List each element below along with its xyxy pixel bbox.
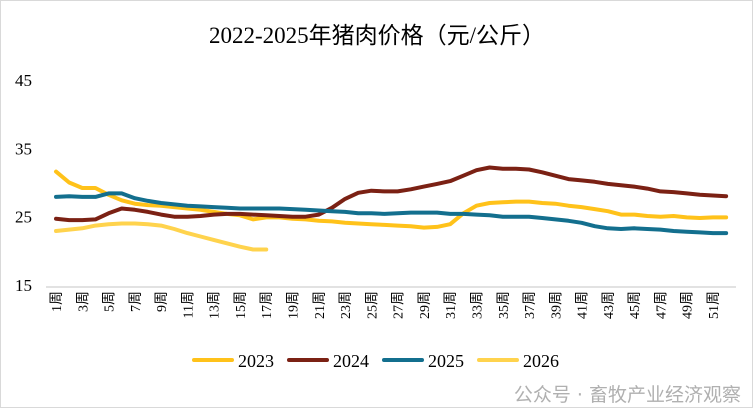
x-tick-label: 23周 xyxy=(339,291,354,319)
y-axis: 15 25 35 45 xyxy=(15,71,32,295)
x-tick-label: 13周 xyxy=(208,291,223,319)
x-tick-label: 9周 xyxy=(155,291,170,312)
series-line-2026 xyxy=(54,221,269,252)
x-axis: 1周 3周 5周 7周 9周 11周 13周 15周 17周 19周 21周 23周 25周 27周 29周… xyxy=(46,286,736,319)
series-line-2024 xyxy=(54,165,729,223)
x-tick-label: 5周 xyxy=(103,291,118,312)
x-tick-label: 19周 xyxy=(287,291,302,319)
x-tick-label: 31周 xyxy=(444,291,459,319)
x-tick-label: 37周 xyxy=(523,291,538,319)
x-tick-label: 21周 xyxy=(313,291,328,319)
series-line-2023 xyxy=(54,169,729,230)
x-tick-label: 7周 xyxy=(129,291,144,312)
y-tick-label: 25 xyxy=(15,208,32,227)
y-tick-label: 35 xyxy=(15,139,32,158)
x-tick-label: 41周 xyxy=(576,291,591,319)
x-tick-label: 17周 xyxy=(260,291,275,319)
x-tick-label: 29周 xyxy=(418,291,433,319)
chart-title: 2022-2025年猪肉价格（元/公斤） xyxy=(209,23,545,48)
legend-label-2024: 2024 xyxy=(333,351,369,371)
series-line-2025 xyxy=(54,191,729,236)
x-tick-label: 49周 xyxy=(681,291,696,319)
x-tick-label: 51周 xyxy=(707,291,722,319)
legend-label-2025: 2025 xyxy=(428,351,464,371)
y-tick-label: 15 xyxy=(15,276,32,295)
legend-label-2023: 2023 xyxy=(238,351,274,371)
x-tick-label: 43周 xyxy=(602,291,617,319)
x-tick-label: 27周 xyxy=(392,291,407,319)
legend-label-2026: 2026 xyxy=(523,351,559,371)
watermark: 公众号 · 畜牧产业经济观察 xyxy=(514,384,741,406)
x-tick-label: 39周 xyxy=(549,291,564,319)
y-tick-label: 45 xyxy=(15,71,32,90)
x-tick-label: 35周 xyxy=(497,291,512,319)
x-tick-label: 11周 xyxy=(181,291,196,318)
x-tick-label: 47周 xyxy=(654,291,669,319)
x-tick-label: 25周 xyxy=(365,291,380,319)
x-tick-label: 15周 xyxy=(234,291,249,319)
x-tick-label: 33周 xyxy=(470,291,485,319)
x-tick-label: 1周 xyxy=(50,291,65,312)
series-lines xyxy=(54,165,729,252)
x-tick-label: 3周 xyxy=(76,291,91,312)
x-tick-label: 45周 xyxy=(628,291,643,319)
legend: 2023 2024 2025 2026 xyxy=(192,351,559,371)
